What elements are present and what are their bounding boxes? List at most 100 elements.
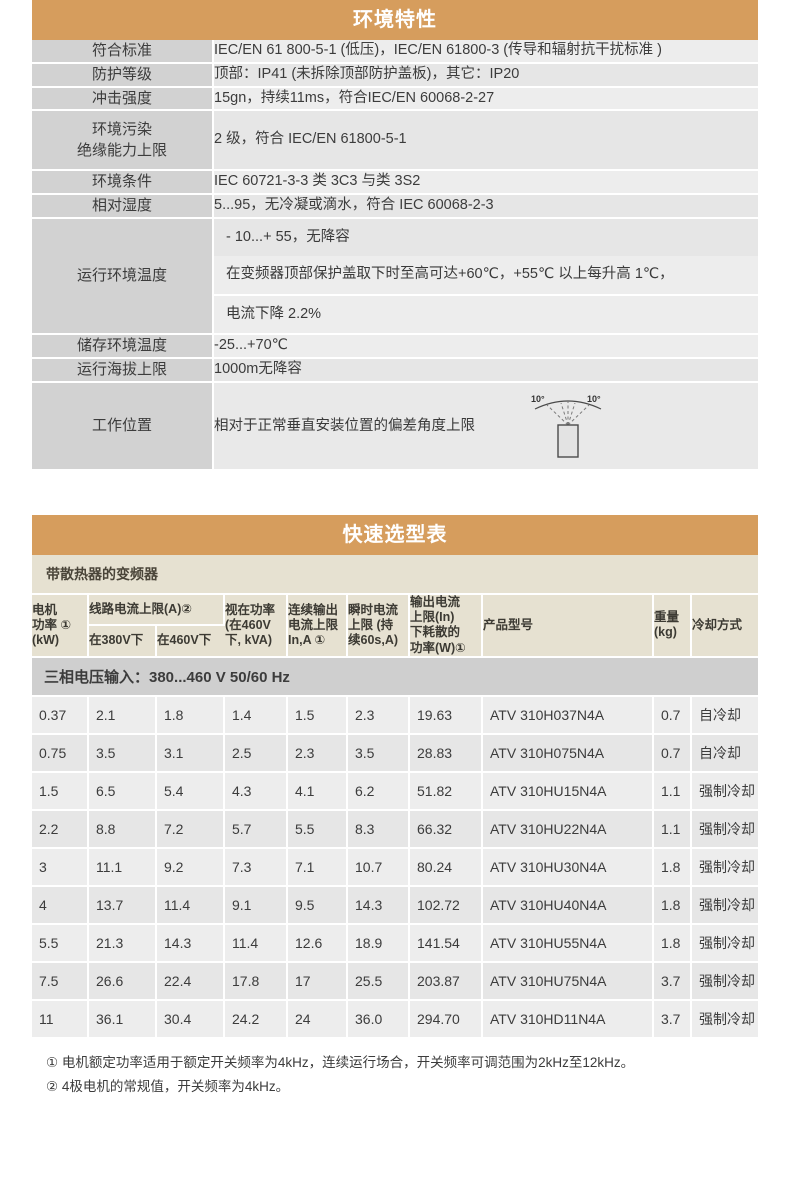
cell-current-380: 36.1	[88, 999, 157, 1039]
row-label-pollution-line1: 环境污染	[91, 120, 152, 138]
row-label-shock: 冲击强度	[32, 86, 214, 112]
row-label-storage-temperature: 储存环境温度	[32, 334, 214, 360]
cell-cooling: 自冷却	[691, 733, 758, 773]
weight-l1: 重量	[654, 610, 680, 625]
cell-dissipated-power: 294.70	[409, 999, 483, 1039]
table-row: 相对湿度 5...95，无冷凝或滴水，符合 IEC 60068-2-3	[32, 194, 758, 219]
col-header-cooling: 冷却方式	[691, 594, 758, 658]
cell-weight: 1.8	[653, 885, 692, 925]
cell-transient-current: 18.9	[347, 923, 410, 963]
col-header-apparent-power: 视在功率 (在460V 下, kVA)	[224, 594, 288, 658]
working-position-text: 相对于正常垂直安装位置的偏差角度上限	[214, 417, 475, 434]
table-row: 环境污染 绝缘能力上限 2 级，符合 IEC/EN 61800-5-1	[32, 110, 758, 172]
row-label-pollution-line2: 绝缘能力上限	[76, 142, 167, 160]
motor-power-l3: (kW)	[32, 633, 60, 648]
cell-motor-power: 3	[32, 847, 89, 887]
section-gap	[32, 471, 758, 515]
cont-output-l3: In,A ①	[288, 633, 326, 648]
row-value-working-position: 相对于正常垂直安装位置的偏差角度上限 10°	[213, 381, 758, 471]
table-row: 7.5 26.6 22.4 17.8 17 25.5 203.87 ATV 31…	[32, 961, 758, 1001]
weight-l2: (kg)	[654, 625, 677, 640]
cell-motor-power: 0.37	[32, 695, 89, 735]
row-label-conditions: 环境条件	[32, 170, 214, 195]
motor-power-l2: 功率 ①	[32, 617, 72, 632]
cell-transient-current: 2.3	[347, 695, 410, 735]
cont-output-l1: 连续输出	[288, 602, 339, 617]
cell-transient-current: 6.2	[347, 771, 410, 811]
operating-temperature-line3: 电流下降 2.2%	[214, 293, 758, 334]
cell-current-460: 5.4	[156, 771, 225, 811]
motor-power-l1: 电机	[32, 602, 58, 617]
apparent-power-l3: 下, kVA)	[225, 633, 272, 648]
cell-continuous-output: 5.5	[287, 809, 348, 849]
col-header-weight: 重量 (kg)	[653, 594, 692, 658]
dissipated-l3: 下耗散的	[410, 625, 461, 640]
row-label-standards: 符合标准	[32, 40, 214, 64]
table-row: 5.5 21.3 14.3 11.4 12.6 18.9 141.54 ATV …	[32, 923, 758, 963]
cell-weight: 3.7	[653, 999, 692, 1039]
cell-motor-power: 5.5	[32, 923, 89, 963]
col-header-line-current-460: 在460V下	[156, 625, 224, 658]
table-row: 工作位置 相对于正常垂直安装位置的偏差角度上限	[32, 381, 758, 471]
cell-motor-power: 7.5	[32, 961, 89, 1001]
footnote-2: ② 4极电机的常规值，开关频率为4kHz。	[46, 1079, 290, 1095]
header-row-sub: 在380V下 在460V下	[32, 625, 758, 658]
cell-product-model: ATV 310HU55N4A	[482, 923, 654, 963]
cell-motor-power: 4	[32, 885, 89, 925]
cell-transient-current: 25.5	[347, 961, 410, 1001]
transient-l3: 续60s,A)	[348, 633, 399, 648]
col-header-line-current: 线路电流上限(A)②	[88, 594, 225, 627]
table-row: 运行环境温度 - 10...+ 55，无降容 在变频器顶部保护盖取下时至高可达+…	[32, 217, 758, 336]
cell-weight: 1.1	[653, 809, 692, 849]
table-footnotes: ① 电机额定功率适用于额定开关频率为4kHz，连续运行场合，开关频率可调范围为2…	[32, 1039, 758, 1100]
voltage-input-label: 三相电压输入：380...460 V 50/60 Hz	[32, 656, 758, 697]
selection-subtitle: 带散热器的变频器	[32, 554, 758, 595]
cell-apparent-power: 4.3	[224, 771, 288, 811]
cell-current-380: 26.6	[88, 961, 157, 1001]
transient-l2: 上限 (持	[348, 617, 394, 632]
tilt-label-left: 10°	[531, 394, 545, 404]
cell-current-460: 9.2	[156, 847, 225, 887]
cell-cooling: 强制冷却	[691, 809, 758, 849]
table-row: 0.75 3.5 3.1 2.5 2.3 3.5 28.83 ATV 310H0…	[32, 733, 758, 773]
cell-cooling: 自冷却	[691, 695, 758, 735]
row-value-operating-temperature: - 10...+ 55，无降容 在变频器顶部保护盖取下时至高可达+60℃，+55…	[213, 217, 758, 336]
row-value-storage-temperature: -25...+70℃	[213, 334, 758, 360]
table-row: 4 13.7 11.4 9.1 9.5 14.3 102.72 ATV 310H…	[32, 885, 758, 925]
cont-output-l2: 电流上限	[288, 617, 339, 632]
cell-weight: 0.7	[653, 733, 692, 773]
col-header-product-model: 产品型号	[482, 594, 654, 658]
row-value-humidity: 5...95，无冷凝或滴水，符合 IEC 60068-2-3	[213, 194, 758, 219]
row-label-protection: 防护等级	[32, 62, 214, 88]
cell-cooling: 强制冷却	[691, 885, 758, 925]
cell-apparent-power: 2.5	[224, 733, 288, 773]
dissipated-l4: 功率(W)①	[410, 640, 466, 655]
cell-continuous-output: 9.5	[287, 885, 348, 925]
selection-section-banner: 快速选型表	[32, 514, 758, 555]
cell-current-460: 11.4	[156, 885, 225, 925]
col-header-continuous-output: 连续输出 电流上限 In,A ①	[287, 594, 348, 658]
cell-current-380: 8.8	[88, 809, 157, 849]
cell-product-model: ATV 310H075N4A	[482, 733, 654, 773]
cell-product-model: ATV 310HD11N4A	[482, 999, 654, 1039]
cell-cooling: 强制冷却	[691, 999, 758, 1039]
cell-current-460: 14.3	[156, 923, 225, 963]
cell-current-380: 2.1	[88, 695, 157, 735]
table-row: 环境条件 IEC 60721-3-3 类 3C3 与类 3S2	[32, 170, 758, 195]
cell-weight: 1.8	[653, 847, 692, 887]
mounting-tilt-diagram-icon: 10° 10°	[531, 394, 602, 458]
cell-continuous-output: 7.1	[287, 847, 348, 887]
cell-product-model: ATV 310HU15N4A	[482, 771, 654, 811]
cell-apparent-power: 5.7	[224, 809, 288, 849]
transient-l1: 瞬时电流	[348, 602, 399, 617]
cell-continuous-output: 2.3	[287, 733, 348, 773]
cell-continuous-output: 17	[287, 961, 348, 1001]
cell-apparent-power: 7.3	[224, 847, 288, 887]
operating-temperature-line1: - 10...+ 55，无降容	[214, 218, 758, 257]
col-header-dissipated-power: 输出电流 上限(In) 下耗散的 功率(W)①	[409, 594, 483, 658]
header-row-top: 电机 功率 ① (kW) 线路电流上限(A)② 视在功率 (在460V 下, k…	[32, 594, 758, 658]
tilt-label-right: 10°	[587, 394, 601, 404]
cell-dissipated-power: 203.87	[409, 961, 483, 1001]
cell-continuous-output: 12.6	[287, 923, 348, 963]
cell-apparent-power: 17.8	[224, 961, 288, 1001]
